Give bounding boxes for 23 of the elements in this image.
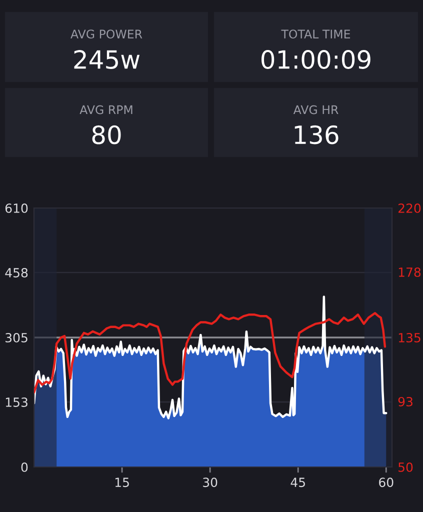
- text: 80: [92, 125, 121, 144]
- y-tick-label: 610: [5, 203, 28, 213]
- line-series: [34, 312, 386, 394]
- text: 136: [294, 125, 338, 144]
- y-tick-label: 458: [5, 268, 28, 278]
- x-tick-label: 15: [115, 478, 129, 488]
- y-tick-label: 153: [6, 398, 28, 407]
- y2-tick-label: 50: [398, 462, 413, 472]
- x-tick-label: 30: [203, 478, 218, 488]
- text: 245w: [74, 50, 140, 69]
- text: AVG RPM: [80, 105, 132, 114]
- y2-tick-label: 135: [398, 332, 420, 342]
- text: 01:00:09: [262, 50, 370, 69]
- y2-tick-label: 220: [398, 203, 421, 213]
- y-tick-label: 0: [21, 462, 28, 472]
- y2-tick-label: 93: [398, 396, 412, 406]
- text: AVG POWER: [70, 30, 142, 39]
- x-tick-label: 60: [379, 478, 394, 488]
- y2-tick-label: 178: [398, 267, 421, 277]
- y-tick-label: 305: [6, 332, 28, 342]
- text: AVG HR: [293, 105, 338, 114]
- text: TOTAL TIME: [281, 30, 350, 39]
- x-tick-label: 45: [290, 478, 305, 488]
